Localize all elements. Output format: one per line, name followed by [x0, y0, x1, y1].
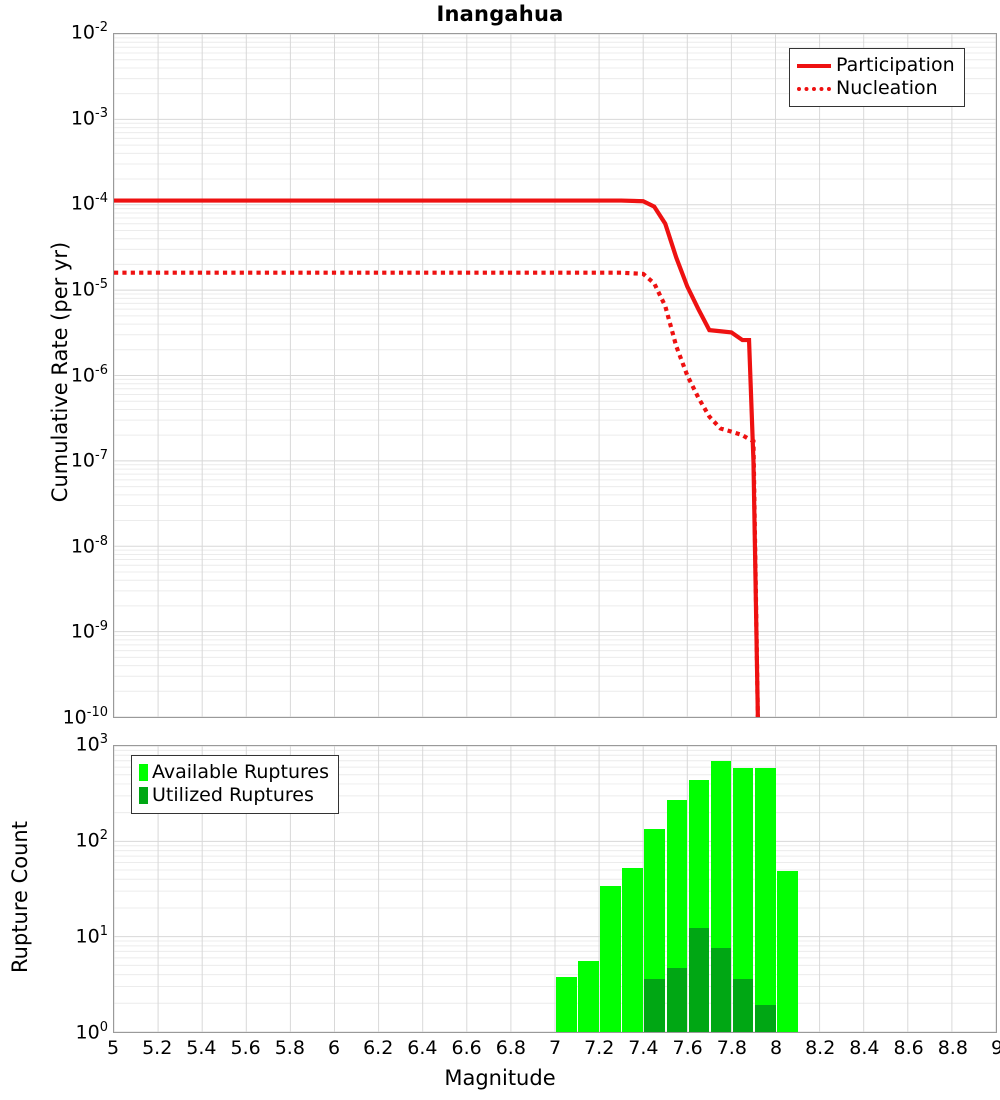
x-tick-7-2: 7.2	[584, 1037, 615, 1059]
x-tick-7-8: 7.8	[716, 1037, 747, 1059]
cumulative-rate-plot	[113, 33, 997, 718]
x-tick-8: 8	[769, 1037, 783, 1059]
x-tick-5-6: 5.6	[230, 1037, 261, 1059]
y-tick-top-4: 10-6	[70, 362, 108, 386]
x-tick-5-2: 5.2	[142, 1037, 173, 1059]
x-tick-6: 6	[327, 1037, 341, 1059]
y-tick-bottom-0: 103	[75, 732, 108, 756]
bar-available	[578, 960, 599, 1032]
bar-available	[644, 829, 666, 1032]
legend-item-utilized[interactable]: Utilized Ruptures	[139, 784, 329, 807]
dotted-line-icon	[797, 82, 831, 96]
x-tick-6-6: 6.6	[451, 1037, 482, 1059]
bar-utilized	[754, 1005, 776, 1032]
curve-participation	[114, 198, 760, 717]
grid-lines-top	[114, 34, 996, 717]
x-tick-5-4: 5.4	[186, 1037, 217, 1059]
y-tick-top-8: 10-10	[62, 705, 108, 729]
legend-item-nucleation[interactable]: Nucleation	[797, 77, 955, 100]
x-axis-title: Magnitude	[444, 1066, 556, 1090]
bar-available	[732, 768, 754, 1032]
x-tick-8-8: 8.8	[937, 1037, 968, 1059]
curve-nucleation	[114, 270, 760, 717]
x-tick-5: 5	[106, 1037, 120, 1059]
x-tick-6-4: 6.4	[407, 1037, 438, 1059]
legend-label-participation: Participation	[836, 54, 955, 76]
legend-label-utilized: Utilized Ruptures	[152, 784, 314, 806]
y-tick-top-7: 10-9	[70, 619, 108, 643]
x-tick-6-8: 6.8	[495, 1037, 526, 1059]
bar-utilized	[644, 978, 666, 1032]
y-tick-bottom-3: 100	[75, 1020, 108, 1044]
legend-top: Participation Nucleation	[789, 48, 965, 107]
y-axis-title-bottom: Rupture Count	[8, 821, 32, 973]
x-tick-6-2: 6.2	[363, 1037, 394, 1059]
x-tick-8-2: 8.2	[805, 1037, 836, 1059]
y-tick-top-6: 10-8	[70, 533, 108, 558]
y-tick-top-3: 10-5	[70, 276, 108, 301]
rate-curves	[114, 198, 760, 717]
x-tick-9: 9	[990, 1037, 1000, 1059]
y-tick-bottom-2: 101	[75, 924, 108, 948]
y-tick-top-5: 10-7	[70, 448, 108, 472]
legend-label-available: Available Ruptures	[152, 761, 329, 783]
dark-green-square-icon	[139, 787, 148, 804]
solid-line-icon	[797, 59, 831, 73]
x-tick-7: 7	[548, 1037, 562, 1059]
y-tick-top-0: 10-2	[70, 20, 108, 44]
y-axis-title-top: Cumulative Rate (per yr)	[48, 241, 72, 503]
y-tick-bottom-1: 102	[75, 828, 108, 852]
x-tick-7-6: 7.6	[672, 1037, 703, 1059]
page-title: Inangahua	[436, 2, 564, 26]
x-tick-8-4: 8.4	[849, 1037, 880, 1059]
legend-bottom: Available Ruptures Utilized Ruptures	[131, 755, 339, 814]
legend-item-participation[interactable]: Participation	[797, 54, 955, 77]
bar-utilized	[666, 968, 688, 1032]
bar-available	[754, 768, 776, 1032]
bar-available	[600, 886, 621, 1032]
x-tick-5-8: 5.8	[274, 1037, 305, 1059]
x-tick-7-4: 7.4	[628, 1037, 659, 1059]
bar-available	[688, 780, 710, 1032]
bar-available	[710, 761, 732, 1032]
legend-label-nucleation: Nucleation	[836, 77, 938, 99]
bar-utilized	[732, 978, 754, 1032]
bar-available	[622, 868, 643, 1032]
y-tick-top-1: 10-3	[70, 105, 108, 129]
bar-available	[777, 870, 798, 1032]
legend-item-available[interactable]: Available Ruptures	[139, 761, 329, 784]
bar-available	[666, 800, 688, 1032]
y-tick-top-2: 10-4	[70, 191, 108, 215]
bar-utilized	[688, 928, 710, 1032]
bar-utilized	[710, 948, 732, 1032]
x-tick-8-6: 8.6	[893, 1037, 924, 1059]
bar-available	[556, 977, 577, 1032]
green-square-icon	[139, 764, 148, 781]
